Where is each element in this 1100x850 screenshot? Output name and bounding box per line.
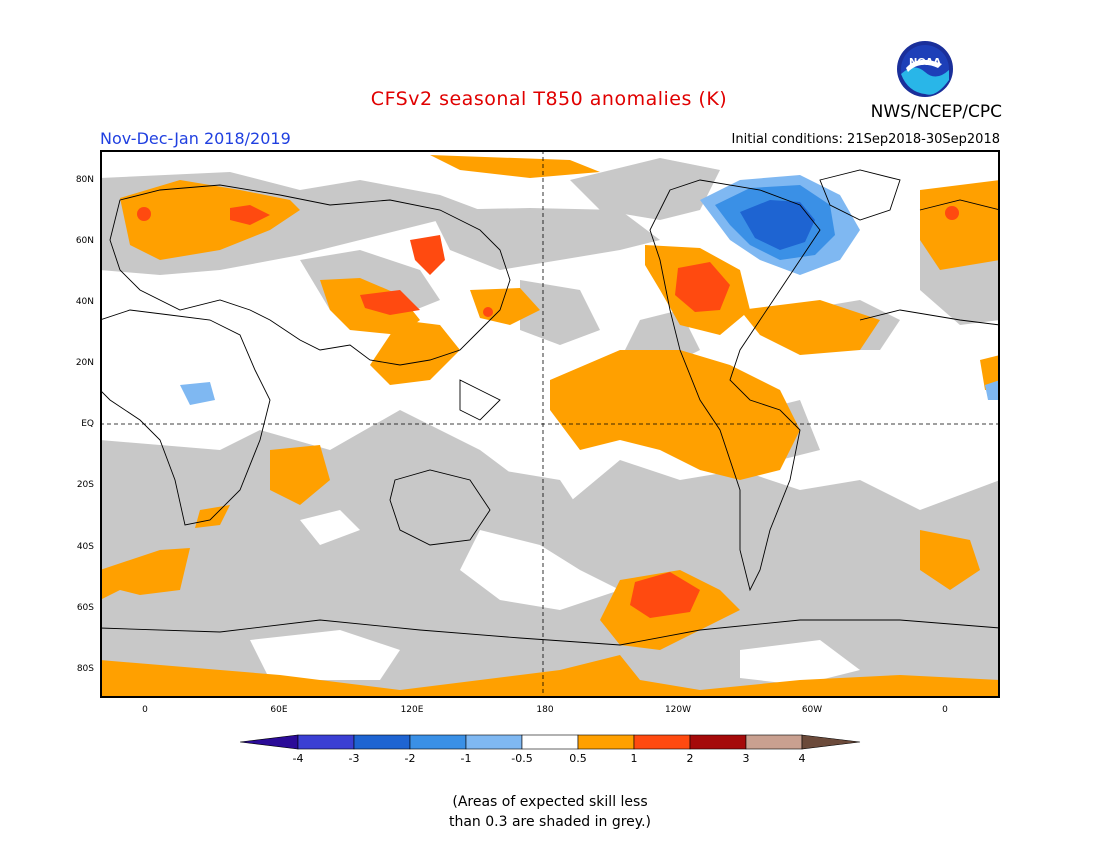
colorbar-label: -3 (348, 752, 360, 765)
coastlines (100, 169, 1000, 646)
colorbar-label: -2 (404, 752, 416, 765)
colorbar-label: 4 (798, 752, 806, 765)
colorbar-label: 3 (742, 752, 750, 765)
lat-label: 80S (76, 664, 94, 674)
lat-label: EQ (81, 419, 94, 429)
lon-label: 120E (400, 705, 424, 715)
colorbar-segment (689, 734, 747, 750)
map-title: CFSv2 seasonal T850 anomalies (K) (370, 88, 728, 110)
lat-label: 80N (75, 175, 94, 185)
colorbar-segment (577, 734, 635, 750)
lon-label: 60W (801, 705, 823, 715)
positive-anomaly-red (137, 205, 959, 618)
lat-label: 40N (75, 297, 94, 307)
lon-label: 60E (270, 705, 288, 715)
colorbar-segment (521, 734, 579, 750)
organization-label: NWS/NCEP/CPC (870, 102, 1002, 122)
lon-label: 180 (536, 705, 554, 715)
negative-anomaly-blue (180, 175, 1000, 405)
initial-conditions: Initial conditions: 21Sep2018-30Sep2018 (731, 132, 1000, 147)
colorbar-label: -1 (460, 752, 472, 765)
map-frame (100, 150, 1000, 698)
lat-label: 60N (75, 236, 94, 246)
colorbar-segment (465, 734, 523, 750)
colorbar-segment (745, 734, 803, 750)
lon-label: 0 (142, 705, 148, 715)
colorbar-segment (297, 734, 355, 750)
colorbar-cap-high (801, 734, 861, 750)
colorbar-label: 2 (686, 752, 694, 765)
southern-white-areas (250, 510, 860, 685)
colorbar-cap-low (240, 734, 299, 750)
positive-anomaly-orange (100, 155, 1000, 698)
lat-label: 20N (75, 358, 94, 368)
lon-label: 120W (664, 705, 692, 715)
anomaly-map (100, 150, 1000, 698)
lon-label: 0 (942, 705, 948, 715)
noaa-logo: NOAA (897, 41, 953, 97)
lat-label: 40S (76, 542, 94, 552)
colorbar-segment (353, 734, 411, 750)
colorbar-segment (633, 734, 691, 750)
forecast-period: Nov-Dec-Jan 2018/2019 (100, 129, 291, 148)
noaa-logo-text: NOAA (909, 57, 941, 68)
colorbar-label: 1 (630, 752, 638, 765)
colorbar-label: -0.5 (511, 752, 533, 765)
skill-note-line1: (Areas of expected skill less (452, 794, 648, 810)
skill-note-line2: than 0.3 are shaded in grey.) (448, 814, 651, 830)
lat-label: 60S (76, 603, 94, 613)
colorbar-label: 0.5 (569, 752, 587, 765)
colorbar-segment (409, 734, 467, 750)
colorbar (240, 734, 861, 750)
colorbar-label: -4 (292, 752, 304, 765)
lat-label: 20S (76, 480, 94, 490)
